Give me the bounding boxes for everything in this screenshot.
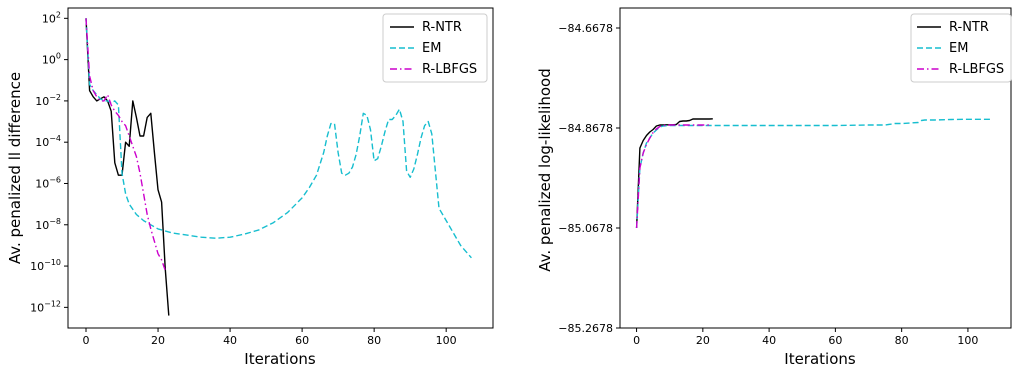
right-x-tick-label: 100 [957,334,978,347]
left-y-axis-label: Av. penalized ll difference [6,72,24,264]
right-series [635,118,992,229]
left-y-tick-label: 100 [42,52,61,67]
left-x-tick-label: 100 [436,334,457,347]
right-y-ticks: −84.6678 −84.8678 −85.0678 −85.2678 [558,22,620,335]
left-x-tick-label: 60 [295,334,309,347]
right-series-r-ntr-line [635,118,713,229]
left-y-tick-label: 10−6 [35,175,61,190]
right-legend-box [910,13,1012,83]
right-x-ticks: 0 20 40 60 80 100 [633,328,978,347]
left-legend-label-r-ntr: R-NTR [422,20,462,35]
left-x-ticks: 0 20 40 60 80 100 [83,328,457,347]
right-legend-label-em: EM [949,41,968,56]
left-plot-frame [67,7,494,329]
right-y-tick-label: −84.6678 [558,22,613,35]
right-x-tick-label: 0 [633,334,640,347]
left-y-tick-label: 10−2 [35,93,61,108]
right-y-axis-label: Av. penalized log-likelihood [536,68,554,272]
right-legend-label-r-lbfgs: R-LBFGS [949,62,1004,77]
left-chart: 0 20 40 60 80 100 102 100 10−2 10−4 10−6 10−8 10−10… [6,7,494,366]
right-x-tick-label: 40 [762,334,776,347]
right-y-tick-label: −84.8678 [558,122,613,135]
left-y-ticks: 102 100 10−2 10−4 10−6 10−8 10−10 10−12 [30,10,68,314]
left-y-tick-label: 10−8 [35,217,61,232]
left-y-tick-label: 102 [42,10,61,25]
left-series-r-lbfgs-line [85,18,166,271]
left-x-tick-label: 0 [83,334,90,347]
right-x-axis-label: Iterations [784,350,856,366]
right-legend-label-r-ntr: R-NTR [949,20,989,35]
left-x-tick-label: 80 [367,334,381,347]
left-legend-label-em: EM [422,41,441,56]
right-series-r-lbfgs-line [635,124,710,229]
left-x-tick-label: 40 [223,334,237,347]
right-y-tick-label: −85.2678 [558,322,613,335]
right-x-tick-label: 20 [696,334,710,347]
left-y-tick-label: 10−4 [35,134,61,149]
left-series [85,18,472,316]
right-x-tick-label: 60 [828,334,842,347]
left-legend-box [382,13,488,83]
left-y-tick-label: 10−12 [30,299,61,314]
left-x-tick-label: 20 [151,334,165,347]
right-legend: R-NTR EM R-LBFGS [910,13,1012,83]
right-y-tick-label: −85.0678 [558,222,613,235]
left-series-r-ntr-line [85,18,170,316]
right-chart: 0 20 40 60 80 100 −84.6678 −84.8678 −85.0678 −85… [536,7,1012,366]
right-series-em-line [635,118,992,229]
right-x-tick-label: 80 [895,334,909,347]
left-legend: R-NTR EM R-LBFGS [382,13,488,83]
left-x-axis-label: Iterations [244,350,316,366]
left-legend-label-r-lbfgs: R-LBFGS [422,62,477,77]
left-y-tick-label: 10−10 [30,258,61,273]
right-plot-frame [619,7,1012,329]
